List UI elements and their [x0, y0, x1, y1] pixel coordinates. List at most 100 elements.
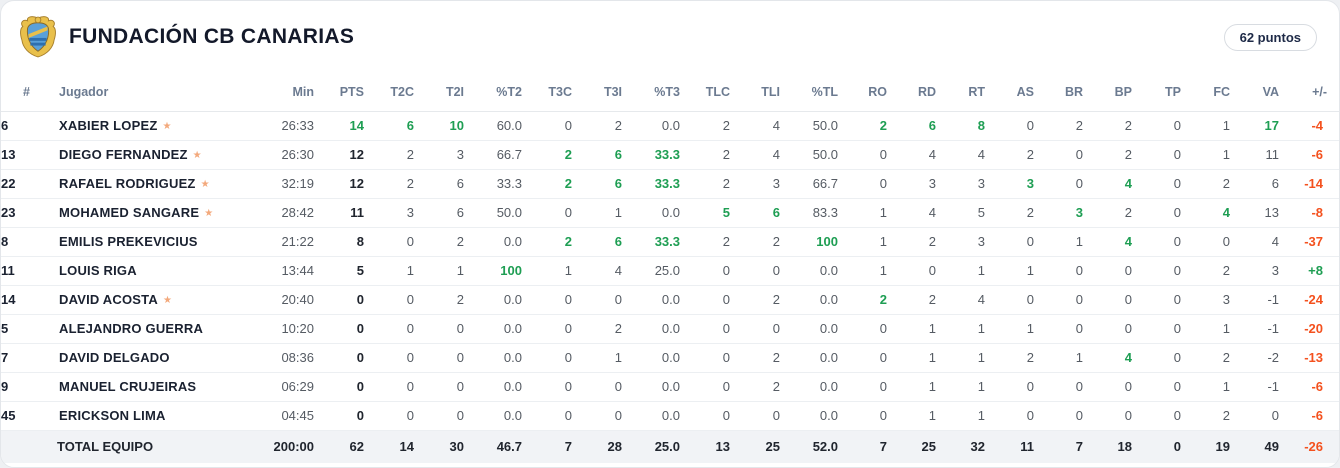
- cell-rd: 4: [899, 198, 948, 228]
- cell-min: 26:33: [260, 111, 326, 141]
- cell-pm: -37: [1291, 227, 1339, 257]
- points-badge: 62 puntos: [1223, 23, 1317, 51]
- cell-rt: 1: [948, 343, 997, 373]
- cell-pm: -6: [1291, 372, 1339, 402]
- cell-fc: 1: [1193, 111, 1242, 141]
- cell-min: 13:44: [260, 256, 326, 286]
- cell-as: 1: [997, 256, 1046, 286]
- cell-ptl: 0.0: [792, 285, 850, 315]
- cell-t3c: 0: [534, 111, 584, 141]
- cell-as: 0: [997, 227, 1046, 257]
- table-row: 7 DAVID DELGADO 08:36 0 0 0 0.0 0 1 0.0 0 2 0.0 0 1 1 2 1…: [1, 343, 1339, 373]
- starter-star-icon: ★: [162, 295, 172, 306]
- cell-tli: 2: [742, 343, 792, 373]
- cell-pm: -4: [1291, 111, 1339, 141]
- cell-ro: 2: [850, 285, 899, 315]
- cell-tlc: 2: [692, 227, 742, 257]
- cell-tlc: 2: [692, 111, 742, 141]
- cell-ro: 0: [850, 372, 899, 402]
- cell-rt: 1: [948, 314, 997, 344]
- starter-star-icon: ★: [200, 179, 210, 190]
- player-name-cell: LOUIS RIGA: [59, 256, 260, 286]
- cell-va: -1: [1242, 285, 1291, 315]
- col-header-br: BR: [1046, 73, 1095, 112]
- player-name-cell: EMILIS PREKEVICIUS: [59, 227, 260, 257]
- cell-pts: 12: [326, 169, 376, 199]
- cell-rd: 2: [899, 227, 948, 257]
- cell-t3i: 6: [584, 169, 634, 199]
- cell-tlc: 0: [692, 343, 742, 373]
- cell-t2i: 3: [426, 140, 476, 170]
- cell-rt: 5: [948, 198, 997, 228]
- total-label: TOTAL EQUIPO: [1, 430, 260, 463]
- cell-ro: 1: [850, 227, 899, 257]
- cell-as: 0: [997, 372, 1046, 402]
- cell-pts: 0: [326, 401, 376, 431]
- player-name-cell: DAVID ACOSTA ★: [59, 285, 260, 315]
- cell-rd: 1: [899, 401, 948, 431]
- col-header-ro: RO: [850, 73, 899, 112]
- cell-t3i: 0: [584, 372, 634, 402]
- player-name: RAFAEL RODRIGUEZ: [59, 176, 196, 191]
- cell-pt2: 50.0: [476, 198, 534, 228]
- cell-ptl: 0.0: [792, 401, 850, 431]
- cell-pt3: 0.0: [634, 285, 692, 315]
- cell-br: 1: [1046, 343, 1095, 373]
- player-name: LOUIS RIGA: [59, 263, 137, 278]
- player-name: XABIER LOPEZ: [59, 118, 158, 133]
- total-cell-t2c: 14: [376, 430, 426, 463]
- cell-rd: 0: [899, 256, 948, 286]
- cell-rt: 3: [948, 227, 997, 257]
- cell-pts: 14: [326, 111, 376, 141]
- cell-rd: 1: [899, 314, 948, 344]
- cell-t2i: 6: [426, 198, 476, 228]
- cell-pt3: 33.3: [634, 227, 692, 257]
- cell-pm: -8: [1291, 198, 1339, 228]
- cell-va: -1: [1242, 372, 1291, 402]
- player-name: DAVID DELGADO: [59, 350, 170, 365]
- table-row: 9 MANUEL CRUJEIRAS 06:29 0 0 0 0.0 0 0 0.0 0 2 0.0 0 1…: [1, 372, 1339, 402]
- cell-fc: 2: [1193, 256, 1242, 286]
- page-title: FUNDACIÓN CB CANARIAS: [69, 25, 355, 48]
- cell-rd: 1: [899, 372, 948, 402]
- player-number: 13: [1, 140, 59, 170]
- cell-t2i: 10: [426, 111, 476, 141]
- table-body: 6 XABIER LOPEZ ★ 26:33 14 6 10 60.0 0 2 0.0 2 4 50.0 2…: [1, 111, 1339, 431]
- cell-va: 0: [1242, 401, 1291, 431]
- cell-pt2: 60.0: [476, 111, 534, 141]
- total-cell-bp: 18: [1095, 430, 1144, 463]
- total-cell-pm: -26: [1291, 430, 1339, 463]
- cell-pt2: 0.0: [476, 372, 534, 402]
- col-header-min: Min: [260, 73, 326, 112]
- cell-bp: 0: [1095, 401, 1144, 431]
- total-cell-t3c: 7: [534, 430, 584, 463]
- cell-ro: 0: [850, 343, 899, 373]
- cell-ptl: 0.0: [792, 343, 850, 373]
- cell-rt: 4: [948, 140, 997, 170]
- cell-as: 2: [997, 140, 1046, 170]
- player-number: 6: [1, 111, 59, 141]
- table-row: 45 ERICKSON LIMA 04:45 0 0 0 0.0 0 0 0.0 0 0 0.0 0 1 1 0…: [1, 401, 1339, 431]
- cell-pts: 0: [326, 372, 376, 402]
- col-header-va: VA: [1242, 73, 1291, 112]
- cell-pt3: 33.3: [634, 169, 692, 199]
- cell-t3c: 0: [534, 372, 584, 402]
- team-logo: [20, 16, 56, 58]
- player-stats-table: # Jugador Min PTS T2C T2I %T2 T3C T3I %T3 TLC TLI %T…: [1, 73, 1339, 463]
- cell-bp: 0: [1095, 285, 1144, 315]
- cell-t2i: 2: [426, 285, 476, 315]
- cell-br: 0: [1046, 285, 1095, 315]
- col-header-pts: PTS: [326, 73, 376, 112]
- total-cell-pt3: 25.0: [634, 430, 692, 463]
- cell-tli: 0: [742, 256, 792, 286]
- cell-pt2: 0.0: [476, 285, 534, 315]
- cell-va: 4: [1242, 227, 1291, 257]
- cell-ptl: 100: [792, 227, 850, 257]
- cell-bp: 0: [1095, 256, 1144, 286]
- cell-pt3: 0.0: [634, 198, 692, 228]
- cell-pt3: 0.0: [634, 111, 692, 141]
- cell-pts: 8: [326, 227, 376, 257]
- cell-tlc: 2: [692, 169, 742, 199]
- player-name: MANUEL CRUJEIRAS: [59, 379, 197, 394]
- cell-rt: 4: [948, 285, 997, 315]
